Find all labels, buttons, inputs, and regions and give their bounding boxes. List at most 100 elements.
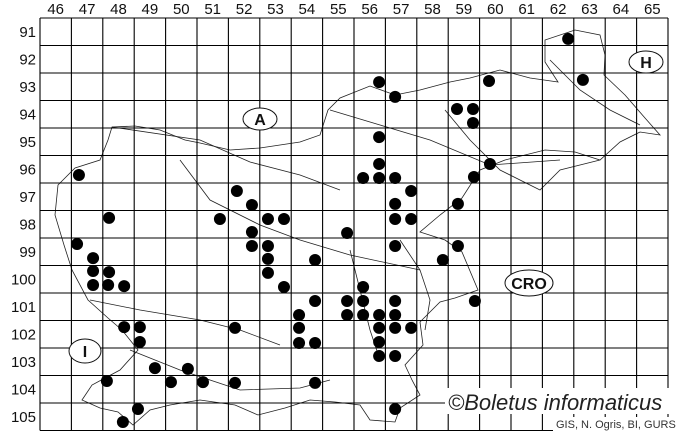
record-dot: [118, 321, 131, 334]
record-dot: [436, 254, 449, 266]
column-label: 56: [361, 1, 378, 18]
record-dot: [467, 103, 480, 116]
record-dot: [261, 266, 274, 279]
column-label: 59: [456, 1, 473, 18]
record-dot: [245, 199, 258, 211]
row-labels: 91 92 93 94 95 96 97 98 99 100 101 102 103 104 105: [11, 24, 36, 426]
record-dot: [357, 172, 370, 185]
record-dot: [373, 76, 386, 89]
column-label: 50: [173, 1, 190, 18]
row-label: 103: [11, 354, 36, 371]
row-label: 97: [19, 189, 36, 206]
country-outline: [54, 29, 662, 426]
record-dot: [103, 211, 116, 224]
column-label: 57: [393, 1, 410, 18]
row-label: 99: [19, 244, 36, 261]
row-label: 94: [19, 106, 36, 123]
column-label: 49: [142, 1, 159, 18]
record-dot: [133, 321, 146, 334]
row-label: 93: [19, 79, 36, 96]
record-dot: [100, 375, 113, 387]
region-label-hungary: H: [628, 50, 664, 74]
record-dot: [389, 172, 402, 185]
grid-lines: [39, 17, 669, 432]
record-dot: [373, 309, 386, 321]
record-dot: [293, 337, 306, 350]
column-label: 63: [581, 1, 598, 18]
record-dot: [228, 376, 241, 389]
record-dot: [277, 280, 290, 293]
row-label: 95: [19, 134, 36, 151]
record-dot: [87, 279, 100, 292]
record-dot: [261, 252, 274, 265]
row-label: 91: [19, 24, 36, 41]
record-dot: [405, 321, 418, 334]
record-dot: [373, 131, 386, 144]
record-dot: [357, 309, 370, 321]
record-dot: [576, 73, 589, 86]
record-dot: [389, 309, 402, 321]
row-label: 104: [11, 381, 36, 398]
record-dot: [450, 103, 463, 116]
record-dot: [373, 172, 386, 185]
record-dot: [116, 415, 129, 428]
svg-text:A: A: [254, 112, 266, 129]
record-dot: [245, 225, 258, 238]
record-dot: [389, 321, 402, 334]
record-dot: [148, 362, 161, 375]
row-label: 101: [11, 299, 36, 316]
record-dot: [451, 197, 464, 210]
record-dot: [341, 227, 354, 240]
record-dot: [389, 239, 402, 252]
row-label: 102: [11, 326, 36, 343]
record-dot: [389, 213, 402, 226]
record-dot: [373, 158, 386, 171]
region-label-italy: I: [68, 338, 102, 364]
column-label: 62: [550, 1, 567, 18]
record-dot: [357, 280, 370, 293]
record-dot: [467, 117, 480, 130]
record-dot: [261, 239, 274, 252]
record-dot: [309, 376, 322, 389]
column-label: 65: [644, 1, 661, 18]
record-dot: [389, 349, 402, 362]
record-dot: [164, 376, 177, 389]
record-dot: [118, 280, 131, 293]
column-label: 55: [330, 1, 347, 18]
record-dot: [87, 252, 100, 265]
svg-text:I: I: [83, 344, 87, 361]
record-dot: [261, 213, 274, 226]
record-dot: [228, 321, 241, 334]
credit-text: GIS, N. Ogris, BI, GURS: [556, 419, 676, 431]
record-dots: [71, 32, 589, 428]
record-dot: [309, 254, 322, 266]
record-dot: [71, 238, 84, 251]
record-dot: [277, 213, 290, 226]
record-dot: [373, 335, 386, 348]
record-dot: [181, 362, 194, 375]
svg-text:H: H: [640, 55, 652, 72]
record-dot: [405, 213, 418, 226]
record-dot: [133, 335, 146, 348]
record-dot: [103, 266, 116, 279]
record-dot: [373, 321, 386, 334]
column-label: 60: [487, 1, 504, 18]
region-label-croatia: CRO: [504, 269, 554, 297]
column-label: 54: [299, 1, 316, 18]
record-dot: [468, 294, 481, 307]
column-label: 53: [267, 1, 284, 18]
record-dot: [357, 294, 370, 307]
column-label: 48: [110, 1, 127, 18]
column-label: 51: [204, 1, 221, 18]
row-label: 92: [19, 51, 36, 68]
column-label: 46: [47, 1, 64, 18]
record-dot: [389, 403, 402, 416]
column-labels: 46 47 48 49 50 51 52 53 54 55 56 57 58 59 60 61 62 63 64 65: [47, 1, 660, 18]
record-dot: [102, 279, 115, 292]
record-dot: [483, 74, 496, 87]
record-dot: [131, 403, 144, 416]
record-dot: [293, 309, 306, 321]
record-dot: [213, 213, 226, 226]
record-dot: [451, 239, 464, 252]
